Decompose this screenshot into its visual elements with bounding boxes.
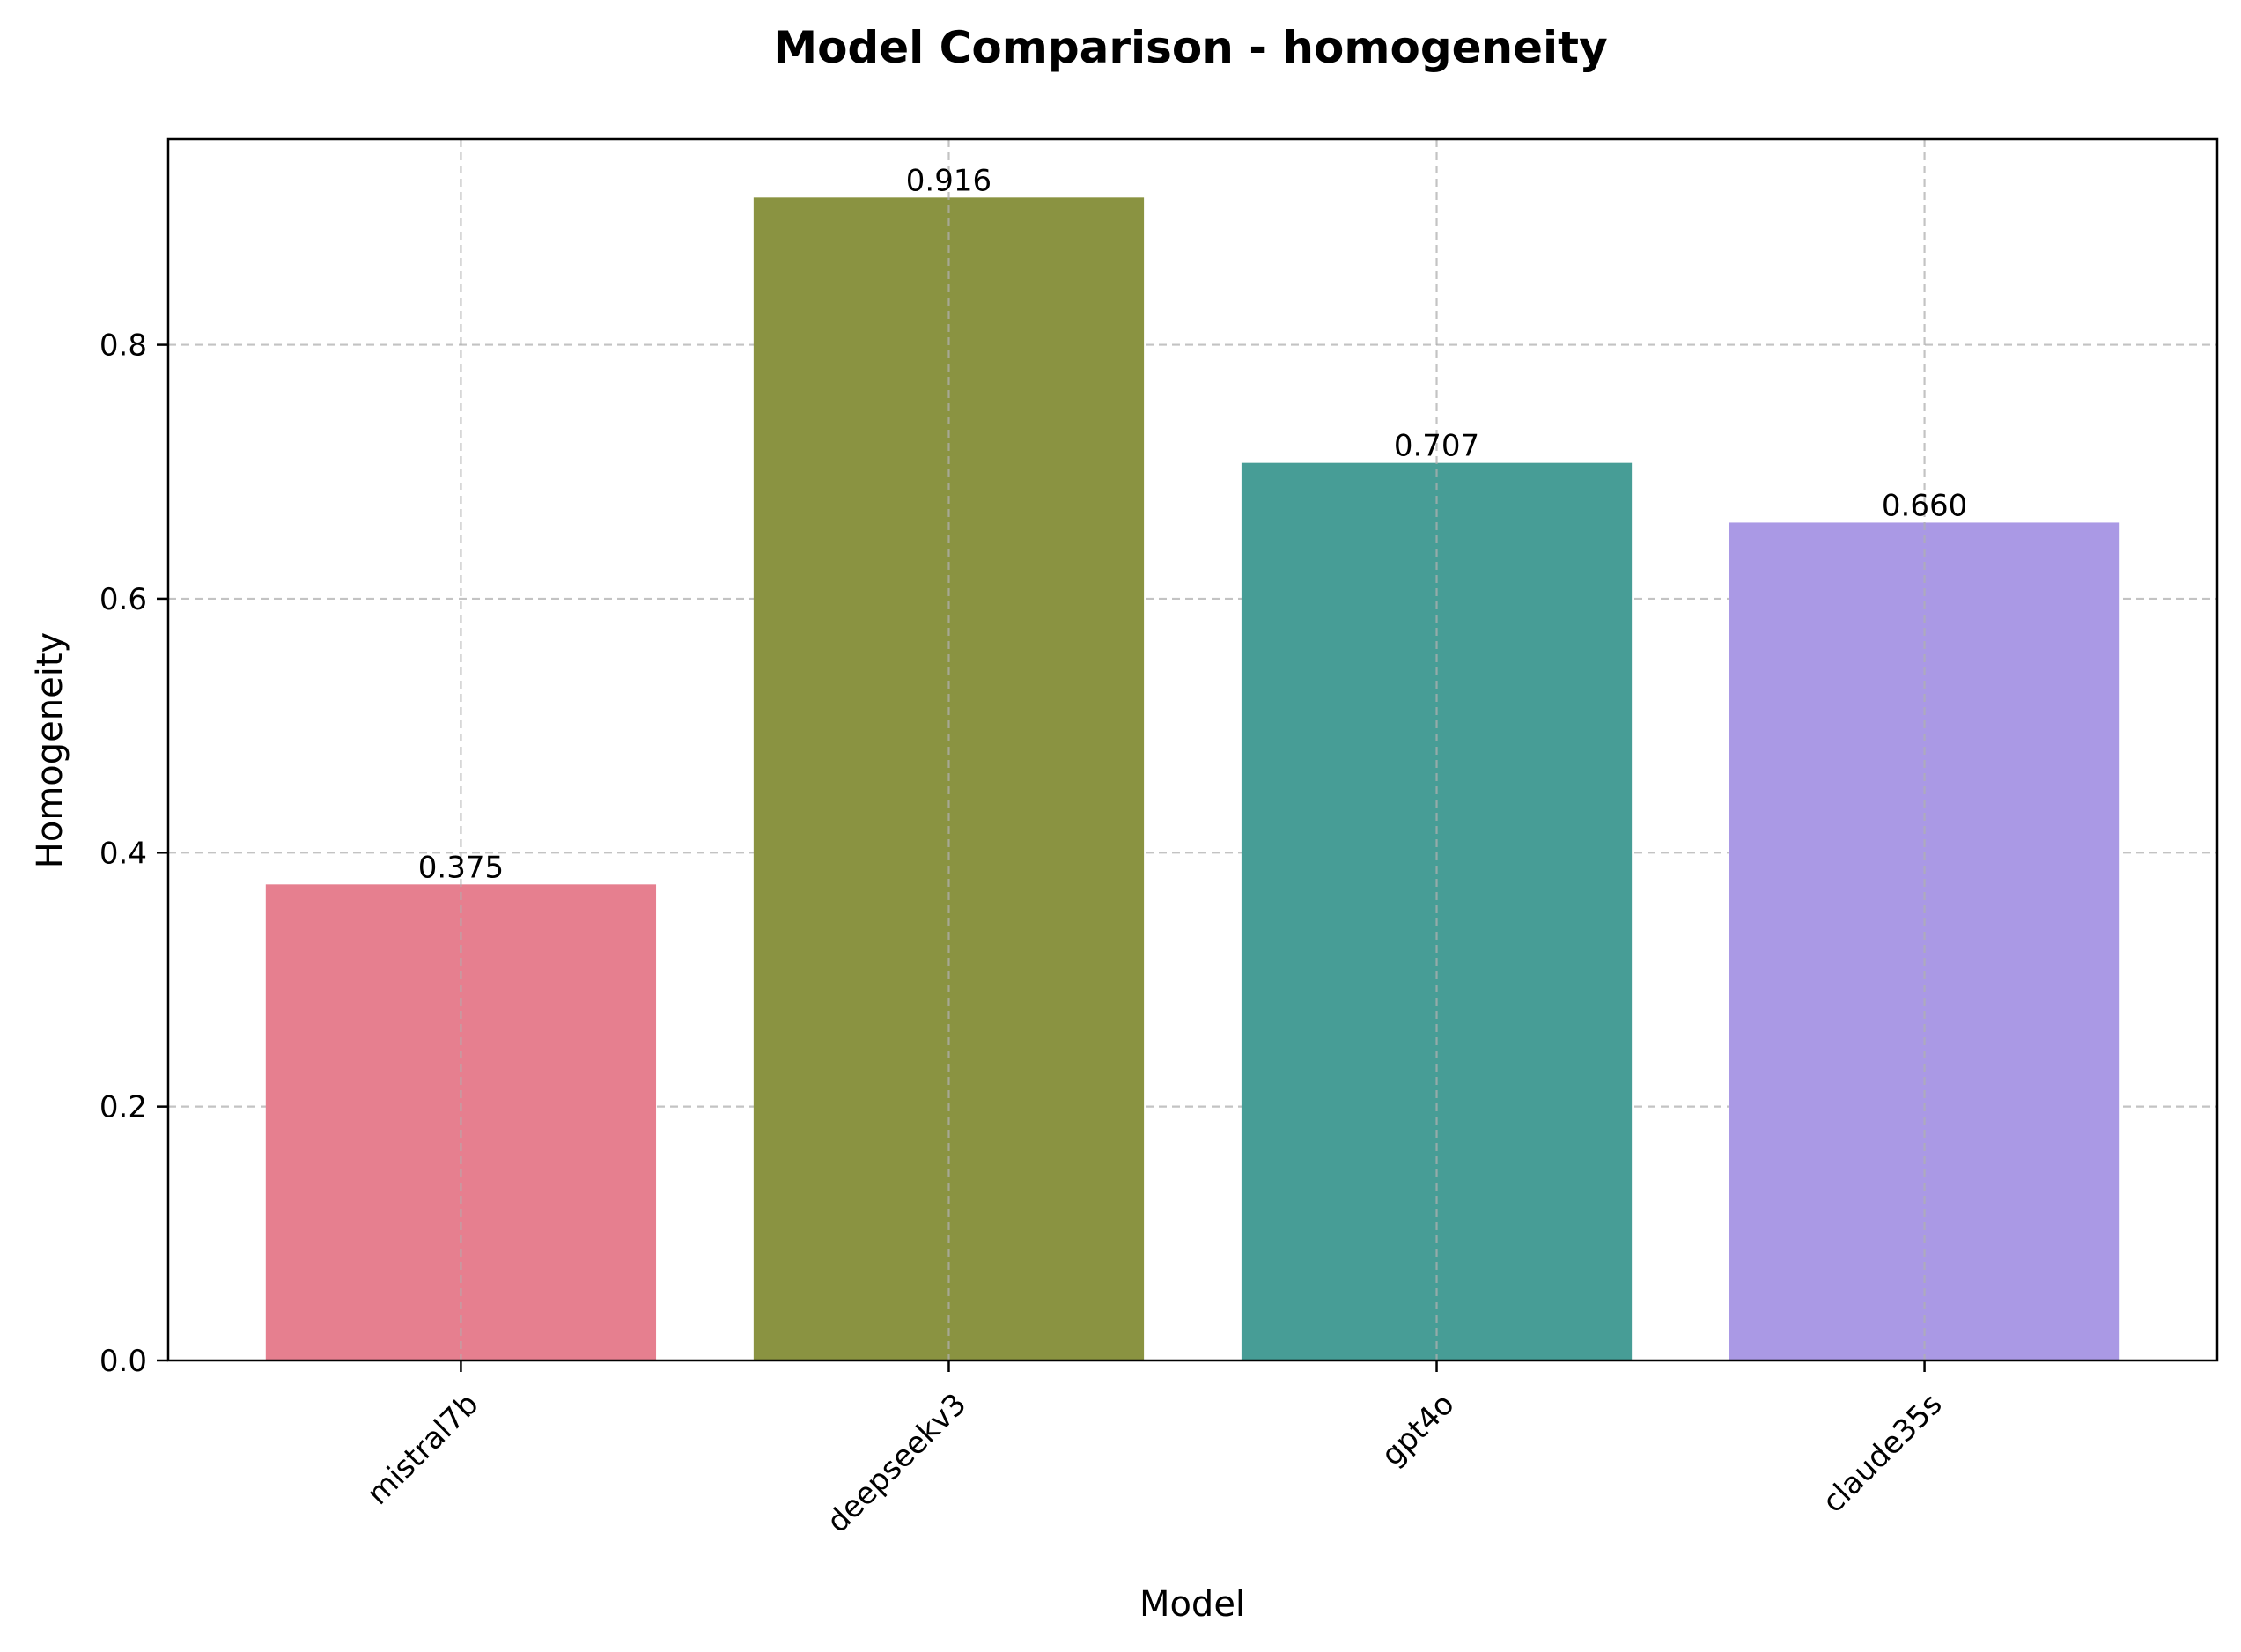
y-tick-label: 0.8	[100, 328, 147, 364]
data-label-gpt4o: 0.707	[1394, 429, 1479, 464]
data-label-mistral7b: 0.375	[418, 850, 504, 885]
y-tick-label: 0.4	[100, 836, 147, 871]
chart-title: Model Comparison - homogeneity	[773, 22, 1607, 73]
data-label-deepseekv3: 0.916	[906, 163, 991, 198]
y-axis-ticks: 0.0 0.2 0.4 0.6 0.8	[100, 328, 168, 1379]
data-label-claude35s: 0.660	[1882, 488, 1967, 523]
y-axis-label: Homogeneity	[30, 632, 70, 868]
y-tick-label: 0.2	[100, 1090, 147, 1125]
x-axis-label: Model	[1139, 1584, 1245, 1625]
vertical-grid-lines	[460, 139, 1926, 1361]
bar-claude35s	[1729, 522, 2120, 1361]
y-tick-label: 0.6	[100, 582, 147, 617]
y-tick-label: 0.0	[100, 1344, 147, 1379]
plot-frame	[166, 137, 2219, 1362]
data-labels: 0.375 0.916 0.707 0.660	[418, 163, 1967, 885]
